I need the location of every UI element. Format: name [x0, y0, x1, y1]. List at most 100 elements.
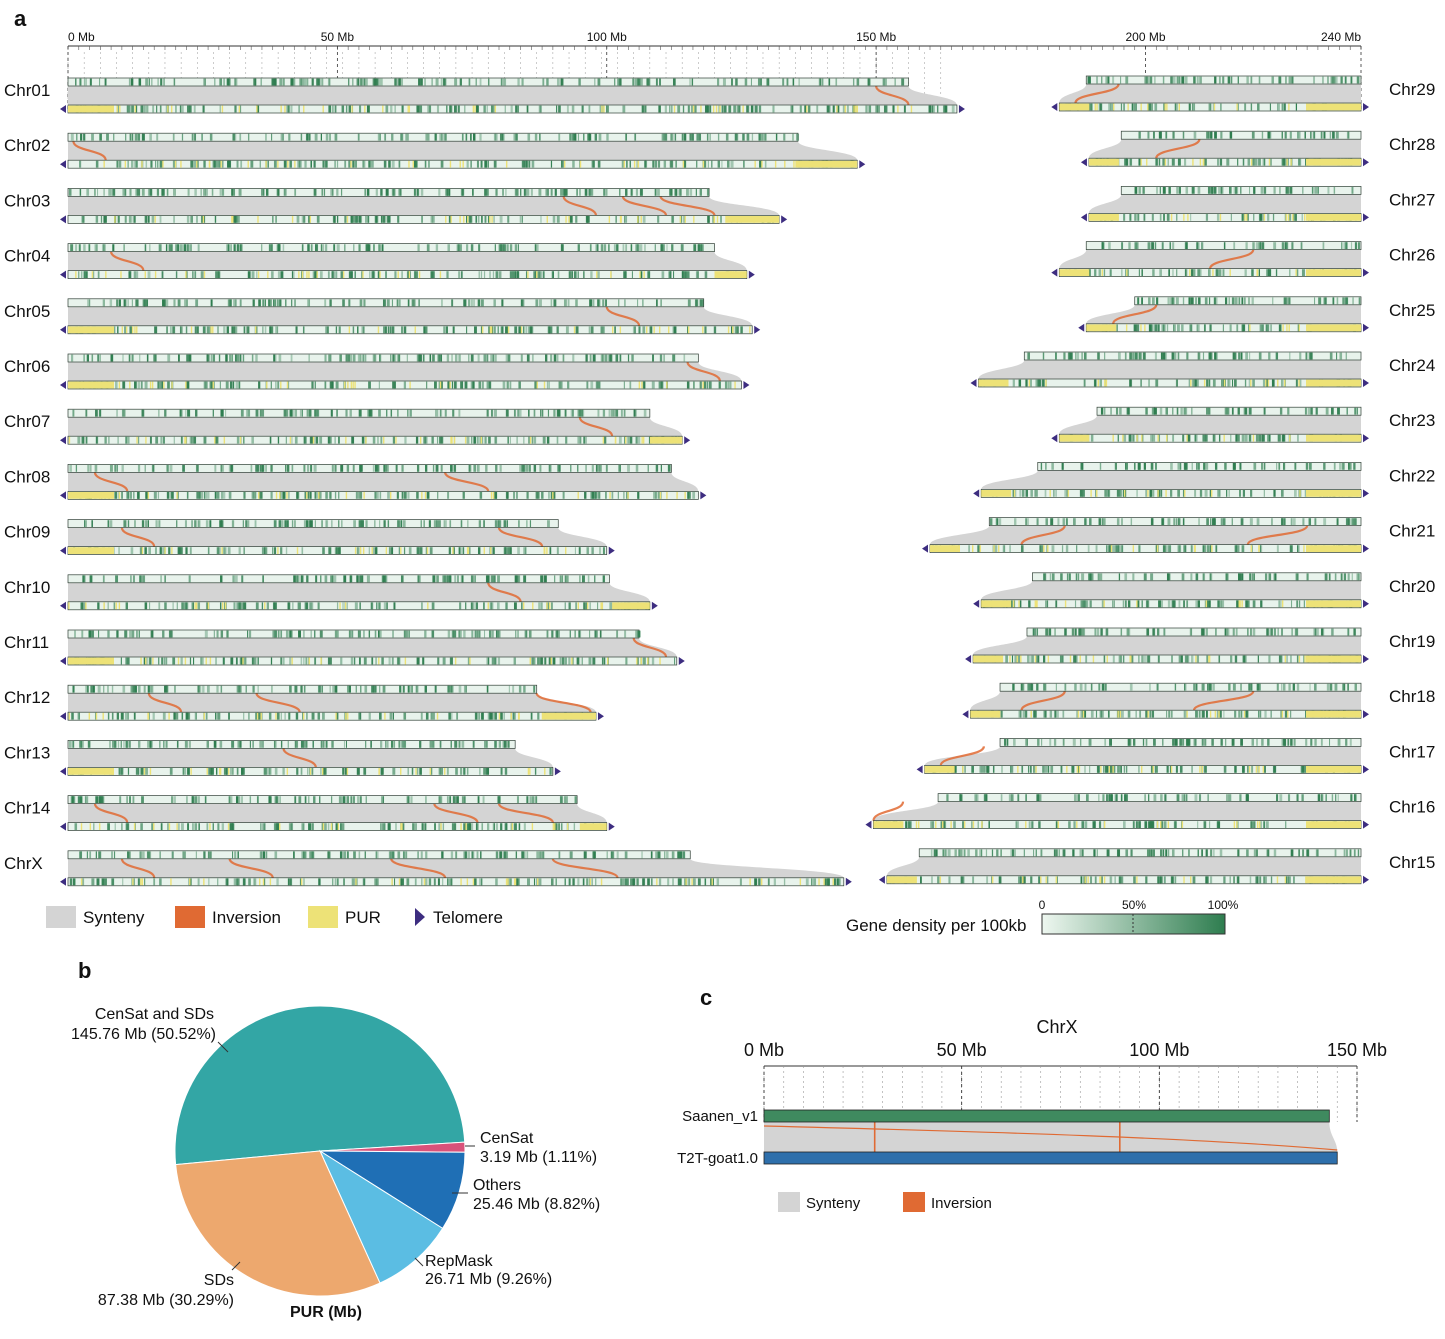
gene-density-stripe — [537, 657, 539, 665]
gene-density-stripe — [111, 189, 113, 196]
gene-density-stripe — [735, 78, 738, 86]
gene-density-stripe — [1154, 352, 1157, 360]
gene-density-stripe — [336, 189, 339, 196]
gene-density-stripe — [388, 160, 390, 168]
gene-density-stripe — [385, 271, 387, 278]
gene-density-stripe — [358, 712, 361, 720]
pur-stripe — [601, 602, 603, 610]
gene-density-stripe — [329, 133, 331, 141]
gene-density-stripe — [309, 436, 312, 444]
gene-density-stripe — [142, 299, 146, 307]
gene-density-stripe — [605, 465, 607, 472]
gene-density-stripe — [1267, 131, 1270, 139]
gene-density-stripe — [99, 409, 101, 417]
gene-density-stripe — [686, 189, 689, 196]
gene-density-stripe — [287, 381, 290, 389]
gene-density-stripe — [1313, 76, 1315, 84]
pur-stripe — [774, 160, 777, 168]
pur-stripe — [577, 602, 579, 610]
pur-stripe — [643, 271, 645, 278]
gene-density-stripe — [517, 575, 521, 583]
gene-density-stripe — [293, 575, 296, 583]
gene-density-stripe — [336, 547, 338, 554]
gene-density-stripe — [300, 768, 303, 775]
gene-density-stripe — [565, 189, 568, 196]
chromosome-bar — [67, 132, 799, 142]
gene-density-stripe — [1245, 242, 1248, 249]
gene-density-stripe — [102, 575, 105, 583]
gene-density-stripe — [1184, 242, 1188, 249]
gene-density-stripe — [537, 712, 540, 720]
gene-density-stripe — [493, 105, 496, 113]
gene-density-stripe — [484, 189, 486, 196]
gene-density-stripe — [588, 105, 591, 113]
pur-stripe — [1267, 379, 1270, 387]
gene-density-stripe — [304, 436, 307, 444]
pur-stripe — [1127, 103, 1129, 111]
gene-density-stripe — [1174, 103, 1177, 111]
gene-density-stripe — [162, 436, 165, 444]
telomere-marker — [1363, 213, 1369, 222]
gene-density-stripe — [289, 160, 291, 168]
gene-density-stripe — [372, 436, 376, 444]
gene-density-stripe — [546, 381, 549, 389]
gene-density-stripe — [562, 575, 564, 583]
telomere-marker — [700, 491, 707, 500]
gene-density-stripe — [378, 602, 381, 610]
gene-density-stripe — [353, 244, 355, 251]
pur-stripe — [727, 326, 730, 334]
gene-density-stripe — [1145, 407, 1148, 415]
pur-stripe — [552, 492, 554, 499]
gene-density-stripe — [234, 326, 238, 334]
gene-density-stripe — [1190, 297, 1194, 305]
pur-stripe — [218, 768, 221, 775]
gene-density-stripe — [395, 823, 397, 830]
gene-density-stripe — [1244, 297, 1246, 305]
pur-stripe — [184, 657, 187, 665]
gene-density-stripe — [114, 823, 116, 830]
gene-density-stripe — [300, 685, 303, 693]
gene-density-stripe — [744, 78, 748, 86]
gene-density-stripe — [586, 381, 589, 389]
gene-density-stripe — [383, 465, 386, 472]
inversion-ribbon — [93, 471, 129, 492]
gene-density-stripe — [413, 160, 416, 168]
gene-density-stripe — [237, 851, 239, 859]
gene-density-stripe — [499, 216, 503, 223]
gene-density-stripe — [425, 547, 427, 554]
gene-density-stripe — [1116, 324, 1118, 332]
gene-density-stripe — [425, 796, 427, 803]
gene-density-stripe — [431, 78, 433, 86]
gene-density-stripe — [458, 244, 460, 251]
pur-stripe — [1140, 158, 1142, 166]
gene-density-stripe — [1012, 379, 1015, 387]
gene-density-stripe — [216, 271, 219, 278]
gene-density-stripe — [535, 796, 538, 803]
gene-density-stripe — [1197, 269, 1201, 276]
pur-stripe — [619, 326, 622, 334]
gene-density-stripe — [258, 299, 261, 307]
gene-density-stripe — [583, 436, 586, 444]
pur-stripe — [624, 436, 627, 444]
gene-density-stripe — [254, 78, 257, 86]
gene-density-stripe — [1261, 434, 1265, 442]
gene-density-stripe — [173, 216, 175, 223]
gene-density-stripe — [583, 602, 586, 610]
pur-stripe — [418, 271, 421, 278]
gene-density-stripe — [217, 823, 220, 830]
gene-density-stripe — [109, 520, 113, 527]
gene-density-stripe — [450, 851, 454, 859]
pur-stripe — [466, 547, 469, 554]
gene-density-stripe — [535, 299, 539, 307]
pur-stripe — [1256, 269, 1258, 276]
gene-density-stripe — [274, 768, 278, 775]
gene-density-stripe — [402, 823, 405, 830]
gene-density-stripe — [266, 602, 269, 610]
gene-density-stripe — [687, 492, 689, 499]
gene-density-stripe — [503, 244, 507, 251]
gene-density-stripe — [158, 244, 162, 251]
gene-density-stripe — [355, 685, 357, 693]
gene-density-stripe — [447, 685, 450, 693]
gene-density-stripe — [1163, 103, 1166, 111]
gene-density-stripe — [1147, 131, 1150, 139]
